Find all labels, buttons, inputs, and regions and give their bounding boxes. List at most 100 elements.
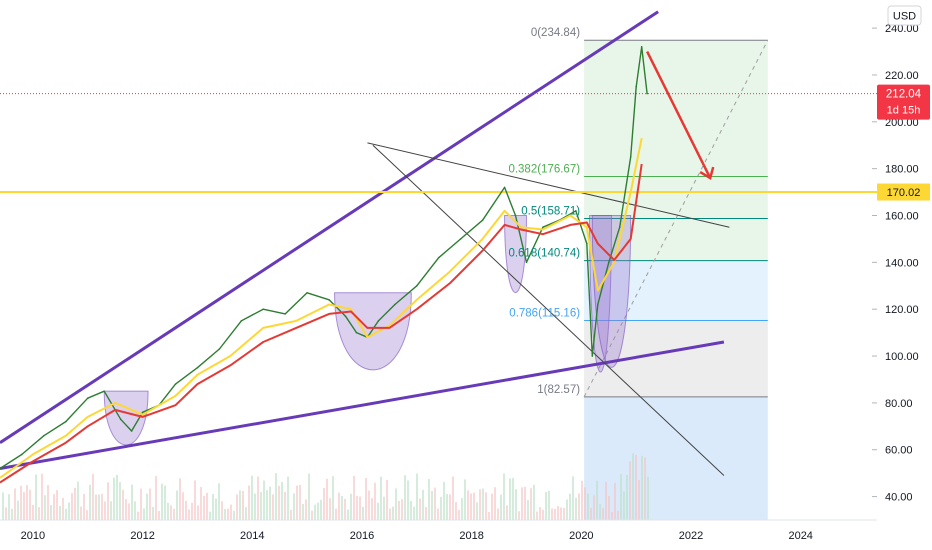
volume-bar [251, 475, 253, 520]
fib-trend-line [583, 39, 769, 398]
volume-bar [38, 507, 40, 520]
volume-bar [332, 476, 334, 520]
volume-bar [368, 490, 370, 520]
volume-bar [314, 504, 316, 520]
volume-bar [62, 497, 64, 520]
fib-zone [584, 218, 768, 261]
volume-bar [104, 501, 106, 520]
y-tick-label: 200.00 [885, 117, 919, 129]
volume-bar [359, 496, 361, 520]
time-axis[interactable]: 2010 2012 2014 2016 2018 2020 2022 2024 [0, 519, 877, 542]
y-tick-label: 180.00 [885, 164, 919, 176]
volume-bar [233, 510, 235, 520]
volume-bar [140, 488, 142, 520]
volume-bar [554, 508, 556, 520]
series-point [141, 411, 144, 414]
x-tick-label: 2010 [21, 530, 45, 542]
volume-bar [338, 492, 340, 520]
series-point [481, 219, 484, 221]
volume-bar [476, 502, 478, 520]
volume-bar [290, 509, 292, 520]
volume-bar [323, 488, 325, 520]
volume-bar [227, 508, 229, 520]
volume-bar [101, 493, 103, 520]
volume-bar [494, 487, 496, 520]
cup-pattern [591, 214, 632, 368]
volume-bar [377, 502, 379, 520]
y-tick-label: 240.00 [885, 23, 919, 35]
volume-bar [284, 491, 286, 520]
volume-bar [92, 473, 94, 520]
volume-bar [5, 507, 7, 520]
volume-bar [383, 496, 385, 520]
volume-bar [608, 496, 610, 520]
series-point [284, 313, 286, 315]
fib-zone [584, 396, 768, 520]
volume-bar [449, 494, 451, 520]
volume-bar [410, 500, 412, 520]
price-level-label: 170.02 [887, 187, 921, 199]
volume-bar [53, 494, 55, 520]
volume-bar [536, 511, 538, 520]
volume-bar [206, 492, 208, 520]
volume-bar [437, 508, 439, 520]
volume-bar [50, 505, 52, 520]
volume-bar [20, 485, 22, 520]
fib-retracement-fills [584, 40, 768, 520]
volume-bar [113, 477, 115, 520]
volume-bar [215, 498, 217, 520]
volume-bar [131, 484, 133, 520]
volume-bar [623, 491, 625, 520]
volume-bar [164, 485, 166, 520]
series-point [591, 355, 594, 357]
series-point [542, 226, 544, 229]
series-point [525, 261, 528, 264]
volume-bar [506, 505, 508, 520]
series-point [586, 242, 588, 245]
volume-bar [41, 473, 43, 520]
volume-bar [47, 485, 49, 520]
volume-bar [431, 490, 433, 520]
y-tick-label: 100.00 [885, 351, 919, 363]
volume-bar [305, 499, 307, 520]
volume-bar [203, 495, 205, 520]
y-tick-label: 120.00 [885, 304, 919, 316]
series-line [0, 163, 643, 484]
volume-bar [509, 478, 511, 520]
projection-arrow [646, 50, 712, 179]
volume-bar [257, 476, 259, 520]
volume-bar [14, 488, 16, 520]
volume-bar [365, 477, 367, 520]
current-price-label: 212.04 [886, 89, 922, 101]
volume-bar [374, 482, 376, 520]
volume-bar [602, 507, 604, 520]
volume-bar [641, 455, 643, 520]
price-axis[interactable]: 40.00 60.00 80.00 100.00 120.00 140.00 160.00 1… [872, 23, 919, 504]
volume-bar [566, 499, 568, 520]
x-tick-label: 2018 [459, 530, 483, 542]
volume-bar [617, 510, 619, 520]
volume-bar [353, 475, 355, 520]
volume-bar [326, 478, 328, 520]
volume-bar [629, 461, 631, 520]
volume-bar [89, 484, 91, 520]
volume-bar [167, 502, 169, 520]
volume-bar [83, 493, 85, 520]
volume-bar [329, 498, 331, 520]
volume-bar [503, 473, 505, 520]
cup-patterns [103, 214, 632, 446]
volume-bar [401, 499, 403, 520]
fib-level-label: 1(82.57) [537, 384, 580, 396]
upper-wedge-line [367, 142, 730, 228]
volume-bar [416, 473, 418, 520]
series-point [629, 156, 632, 158]
volume-bar [122, 489, 124, 520]
currency-button[interactable]: USD [887, 5, 922, 26]
volume-bar [137, 511, 139, 520]
projection-arrowhead [699, 166, 715, 180]
volume-bar [95, 494, 97, 520]
series-point [86, 397, 89, 399]
volume-bar [422, 489, 424, 520]
volume-bar [116, 474, 118, 520]
